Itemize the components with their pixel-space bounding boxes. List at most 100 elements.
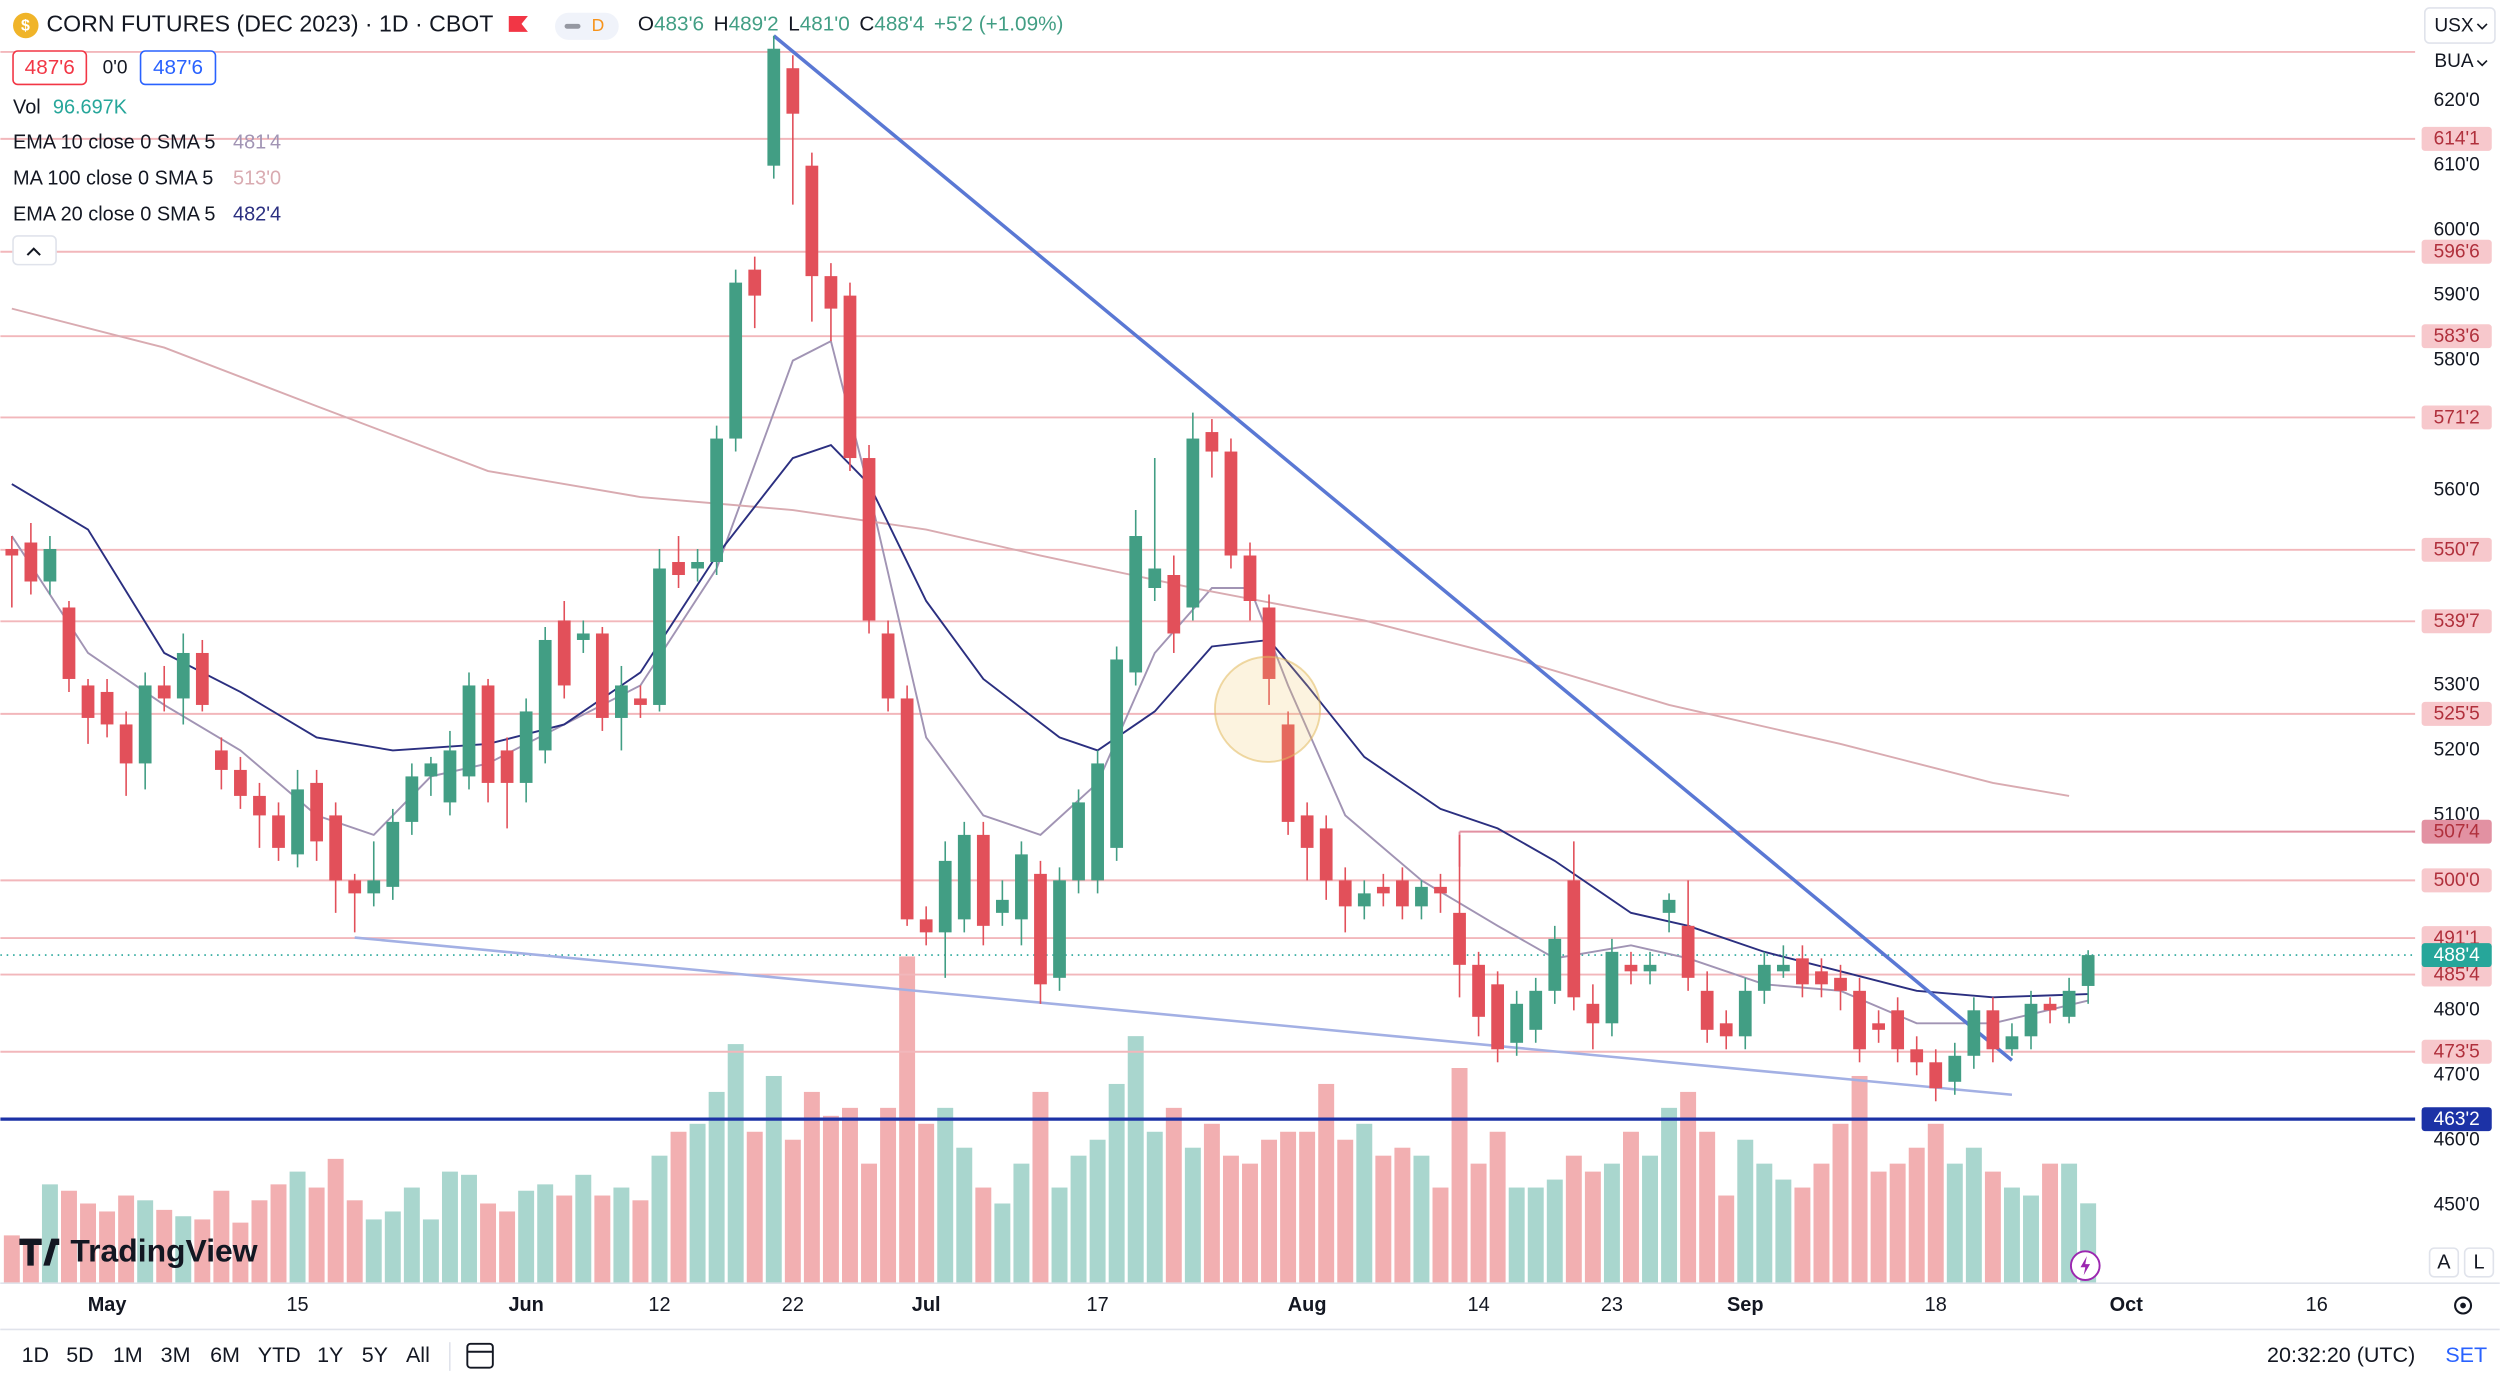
- change: +5'2 (+1.09%): [934, 13, 1064, 36]
- log-scale-button[interactable]: [2463, 1247, 2495, 1278]
- candle-body: [653, 568, 666, 705]
- volume-bar: [1946, 1163, 1963, 1284]
- settings-link[interactable]: SET: [2445, 1343, 2487, 1367]
- range-button[interactable]: 3M: [161, 1343, 191, 1367]
- volume-bar: [2061, 1163, 2078, 1284]
- candle-body: [691, 562, 704, 569]
- price-label: 614'1: [2434, 129, 2480, 150]
- volume-bar: [1280, 1131, 1297, 1284]
- range-button[interactable]: 1M: [113, 1343, 143, 1367]
- logo-mark: [19, 1238, 60, 1266]
- symbol-title: CORN FUTURES (DEC 2023) · 1D · CBOT: [47, 11, 494, 37]
- y-tick-label: 520'0: [2434, 739, 2480, 760]
- volume-bar: [556, 1195, 573, 1284]
- range-button[interactable]: 1Y: [317, 1343, 343, 1367]
- auto-scale-button[interactable]: [2428, 1247, 2460, 1278]
- candle-body: [729, 282, 743, 439]
- volume-bar: [1222, 1155, 1239, 1284]
- volume-bar: [1984, 1171, 2001, 1284]
- candle-body: [1434, 886, 1447, 894]
- volume-bar: [1794, 1187, 1811, 1284]
- volume-bar: [670, 1131, 687, 1284]
- interval-badge: D: [592, 15, 605, 35]
- volume-bar: [461, 1174, 477, 1284]
- range-button[interactable]: 5D: [66, 1343, 93, 1367]
- currency-menu[interactable]: [2424, 7, 2496, 44]
- interval-pill[interactable]: [555, 12, 619, 40]
- price-label-box: [2421, 126, 2492, 151]
- volume-bar: [1051, 1187, 1068, 1284]
- y-tick-label: 470'0: [2434, 1064, 2480, 1085]
- volume-bar: [118, 1195, 135, 1284]
- y-tick-label: 580'0: [2434, 350, 2480, 371]
- volume-bar: [384, 1211, 401, 1284]
- volume-bar: [289, 1171, 306, 1284]
- highlight-circle: [1213, 655, 1322, 763]
- volume-bar: [1642, 1155, 1658, 1284]
- price-label-box: [2421, 819, 2492, 844]
- volume-bar: [1832, 1123, 1849, 1284]
- buy-box[interactable]: [139, 50, 217, 86]
- symbol-icon-glyph: $: [21, 18, 30, 35]
- volume-bar: [937, 1107, 954, 1284]
- candle-body: [2081, 955, 2095, 986]
- indicator-line: [11, 307, 2070, 797]
- candle-body: [557, 620, 571, 686]
- x-tick-label: Aug: [1288, 1294, 1327, 1316]
- candle-body: [1643, 964, 1657, 972]
- volume-bar: [1718, 1195, 1735, 1284]
- candle-body: [1681, 925, 1695, 978]
- lightning-icon: [2080, 1256, 2091, 1276]
- range-button[interactable]: 5Y: [362, 1343, 388, 1367]
- volume-bar: [1165, 1107, 1182, 1284]
- volume-bar: [1242, 1163, 1258, 1284]
- candle-body: [1491, 984, 1505, 1050]
- candle-body: [1415, 886, 1428, 907]
- candle-body: [176, 652, 190, 699]
- y-tick-label: 560'0: [2434, 480, 2480, 501]
- volume-bar: [746, 1131, 763, 1284]
- sell-price: 487'6: [25, 56, 75, 79]
- volume-bar: [327, 1158, 344, 1284]
- volume-bar: [1146, 1131, 1163, 1284]
- range-button[interactable]: 6M: [210, 1343, 240, 1367]
- candle-body: [195, 652, 209, 705]
- price-label-box: [2421, 405, 2492, 430]
- volume-bar: [1203, 1123, 1220, 1284]
- price-label-box: [2421, 537, 2492, 562]
- candle-body: [1815, 971, 1828, 985]
- unit-label[interactable]: BUA: [2434, 51, 2474, 72]
- range-button[interactable]: YTD: [258, 1343, 301, 1367]
- candle-body: [443, 750, 457, 803]
- candle-body: [1796, 958, 1809, 985]
- price-label-box: [2421, 962, 2492, 987]
- volume-bar: [194, 1219, 211, 1284]
- y-tick-label: 530'0: [2434, 675, 2480, 696]
- range-button[interactable]: 1D: [22, 1343, 49, 1367]
- candle-body: [2062, 990, 2076, 1017]
- price-label: 596'6: [2434, 242, 2480, 263]
- price-pane: [0, 34, 2416, 1121]
- candle-body: [900, 698, 914, 920]
- settings-gear[interactable]: [2454, 1296, 2473, 1315]
- volume-bar: [1394, 1147, 1411, 1284]
- calendar-icon[interactable]: [466, 1342, 494, 1369]
- ohlc-key: C: [859, 13, 874, 36]
- candle-body: [1929, 1062, 1943, 1089]
- volume-legend-name: Vol: [13, 97, 41, 119]
- volume-legend-value: 96.697K: [53, 97, 128, 119]
- candle-body: [329, 815, 343, 881]
- price-label-box: [2421, 239, 2492, 264]
- volume-bar: [1775, 1179, 1792, 1284]
- pill-dash: [564, 23, 581, 29]
- ohlc-line: O483'6 H489'2 L481'0 C488'4 +5'2 (+1.09%): [638, 13, 1064, 36]
- candle-body: [862, 458, 876, 621]
- sell-box[interactable]: [12, 50, 88, 86]
- time-axis: May 15 Jun 12 22 Jul 17 Aug 14 23 Sep 18 Oct 16: [88, 1294, 2328, 1316]
- candle-body: [957, 834, 971, 920]
- flag-icon[interactable]: [508, 15, 528, 32]
- candle-body: [976, 834, 990, 926]
- range-button[interactable]: All: [406, 1343, 430, 1367]
- candle-body: [1091, 763, 1104, 881]
